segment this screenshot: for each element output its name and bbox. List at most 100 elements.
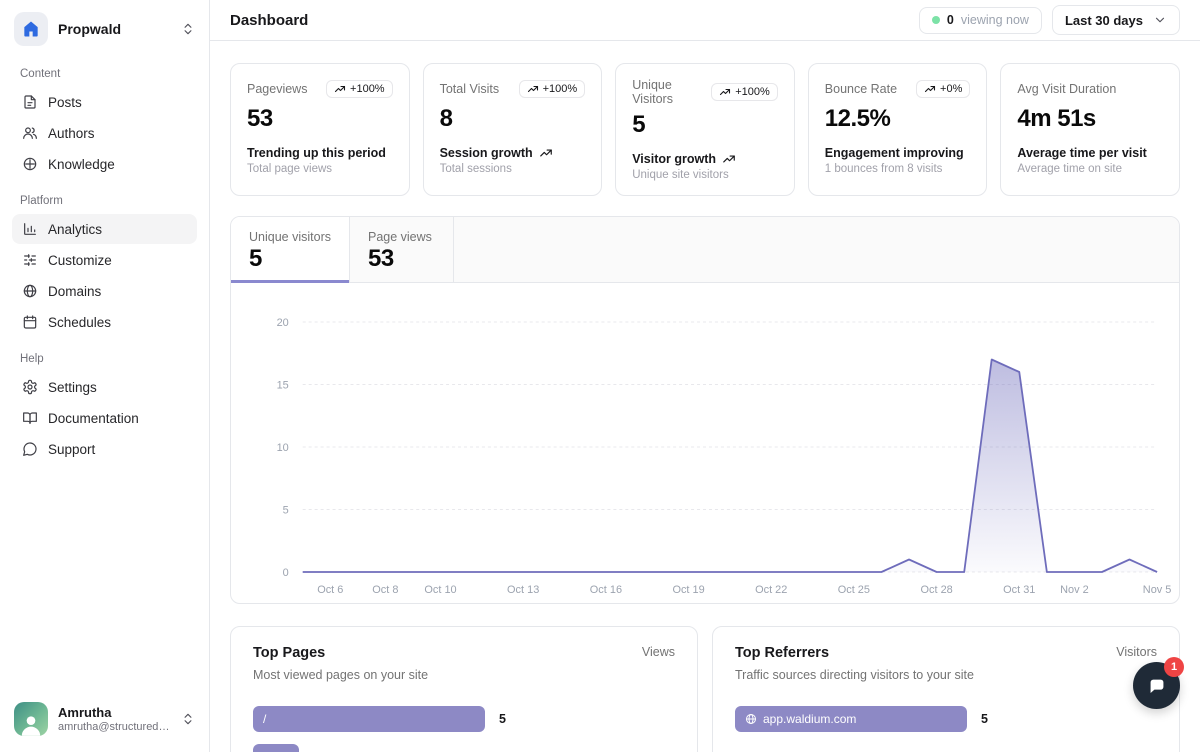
tab-unique-visitors[interactable]: Unique visitors 5: [231, 217, 350, 283]
avatar: [14, 702, 48, 736]
chart-plot: 0 5 10 15 20 Oct 6 Oct 8 Oct 10 Oct 13 Oct 16 Oct …: [231, 283, 1179, 603]
section-label-platform: Platform: [20, 195, 63, 207]
sidebar-item-analytics[interactable]: Analytics: [12, 214, 197, 244]
chevrons-up-down-icon: [181, 712, 195, 726]
stat-footer-text: Visitor growth: [632, 152, 716, 166]
sidebar-item-label: Schedules: [48, 314, 112, 330]
svg-text:Oct 13: Oct 13: [507, 584, 539, 596]
sidebar-item-label: Customize: [48, 252, 112, 268]
sidebar-item-schedules[interactable]: Schedules: [12, 307, 197, 337]
user-email: amrutha@structuredlabs....: [58, 721, 170, 734]
stat-footer-text: Session growth: [439, 146, 533, 160]
circle-plus-icon: [22, 156, 38, 172]
stat-footer-text: Engagement improving: [824, 146, 964, 160]
top-page-row: / 5: [253, 706, 675, 732]
svg-text:5: 5: [283, 504, 289, 516]
sidebar-item-label: Support: [48, 441, 96, 457]
trend-badge: +0%: [916, 80, 971, 98]
svg-text:20: 20: [277, 317, 289, 329]
sidebar-item-label: Authors: [48, 125, 95, 141]
svg-text:15: 15: [277, 379, 289, 391]
stat-card-avg-visit-duration: Avg Visit Duration 4m 51s Average time p…: [1000, 63, 1180, 196]
svg-text:Oct 31: Oct 31: [1003, 584, 1035, 596]
sidebar-item-label: Analytics: [48, 221, 103, 237]
bar-chart-icon: [22, 221, 38, 237]
stat-footer-text: Trending up this period: [247, 146, 386, 160]
stat-subtext: 1 bounces from 8 visits: [824, 163, 943, 175]
trend-badge: +100%: [518, 80, 586, 98]
trending-up-icon: [924, 85, 936, 93]
stat-subtext: Average time on site: [1017, 163, 1122, 175]
stat-label: Bounce Rate: [824, 82, 898, 96]
top-pages-title: Top Pages: [253, 645, 326, 661]
book-open-icon: [22, 410, 38, 426]
trending-up-icon: [527, 85, 538, 93]
gear-icon: [22, 379, 38, 395]
referrer-bar[interactable]: app.waldium.com: [735, 706, 967, 732]
stat-label: Total Visits: [439, 82, 500, 96]
viewing-label: viewing now: [960, 13, 1029, 27]
visitors-column-label: Visitors: [1116, 645, 1157, 659]
svg-text:Oct 10: Oct 10: [424, 584, 456, 596]
stat-subtext: Unique site visitors: [632, 169, 729, 181]
svg-text:Nov 2: Nov 2: [1060, 584, 1089, 596]
sliders-icon: [22, 252, 38, 268]
user-menu[interactable]: Amrutha amrutha@structuredlabs....: [12, 698, 197, 740]
svg-text:Oct 16: Oct 16: [590, 584, 622, 596]
chevrons-up-down-icon: [181, 22, 195, 36]
sidebar-item-authors[interactable]: Authors: [12, 118, 197, 148]
calendar-icon: [22, 314, 38, 330]
top-pages-subtitle: Most viewed pages on your site: [253, 668, 429, 682]
stat-value: 12.5%: [824, 105, 891, 132]
sidebar-item-label: Domains: [48, 283, 102, 299]
sidebar-item-posts[interactable]: Posts: [12, 87, 197, 117]
tab-page-views[interactable]: Page views 53: [350, 217, 454, 282]
sidebar-item-domains[interactable]: Domains: [12, 276, 197, 306]
stat-card-unique-visitors: Unique Visitors +100% 5 Visitor growth U…: [615, 63, 795, 196]
visitors-chart: 0 5 10 15 20 Oct 6 Oct 8 Oct 10 Oct 13 Oct 16 Oct …: [277, 317, 1172, 596]
trending-up-icon: [539, 146, 553, 160]
workspace-switcher[interactable]: Propwald: [12, 10, 197, 56]
page-bar[interactable]: /: [253, 706, 485, 732]
svg-text:Oct 6: Oct 6: [317, 584, 343, 596]
referrer-visitors-value: 5: [981, 712, 988, 726]
topbar: Dashboard 0 viewing now Last 30 days: [210, 0, 1200, 41]
user-name: Amrutha: [58, 704, 112, 720]
sidebar-item-label: Knowledge: [48, 156, 115, 172]
top-pages-card: Top Pages Most viewed pages on your site…: [230, 626, 698, 752]
sidebar: Propwald Content Posts Authors Knowledge…: [0, 0, 210, 752]
stat-value: 53: [247, 105, 273, 132]
svg-text:Nov 5: Nov 5: [1143, 584, 1172, 596]
bottom-row: Top Pages Most viewed pages on your site…: [230, 626, 1180, 752]
message-circle-icon: [22, 441, 38, 457]
sidebar-item-knowledge[interactable]: Knowledge: [12, 149, 197, 179]
viewing-count: 0: [946, 13, 954, 27]
stat-label: Pageviews: [247, 82, 308, 96]
visitors-chart-card: Unique visitors 5 Page views 53 0 5 10 15 20…: [230, 216, 1180, 604]
live-dot-icon: [931, 16, 940, 24]
stat-value: 4m 51s: [1017, 105, 1096, 132]
stat-value: 8: [439, 105, 453, 132]
globe-icon: [22, 283, 38, 299]
sidebar-item-support[interactable]: Support: [12, 434, 197, 464]
stat-label: Avg Visit Duration: [1017, 82, 1117, 96]
page-bar[interactable]: [253, 744, 300, 752]
svg-text:10: 10: [277, 442, 289, 454]
chat-widget-button[interactable]: 1: [1133, 657, 1184, 709]
sidebar-item-settings[interactable]: Settings: [12, 372, 197, 402]
page-title: Dashboard: [230, 11, 309, 29]
sidebar-nav: Content Posts Authors Knowledge Platform…: [12, 56, 197, 698]
sidebar-item-label: Settings: [48, 379, 97, 395]
trending-up-icon: [392, 146, 393, 160]
trend-badge: +100%: [326, 80, 393, 98]
sidebar-item-documentation[interactable]: Documentation: [12, 403, 197, 433]
date-range-select[interactable]: Last 30 days: [1051, 5, 1180, 35]
stat-subtext: Total sessions: [439, 163, 512, 175]
sidebar-item-label: Documentation: [48, 410, 139, 426]
stat-card-total-visits: Total Visits +100% 8 Session growth Tota…: [422, 63, 603, 196]
dashboard-content: Pageviews +100% 53 Trending up this peri…: [210, 41, 1200, 752]
sidebar-item-customize[interactable]: Customize: [12, 245, 197, 275]
trending-up-icon: [970, 146, 971, 160]
svg-text:Oct 22: Oct 22: [755, 584, 787, 596]
